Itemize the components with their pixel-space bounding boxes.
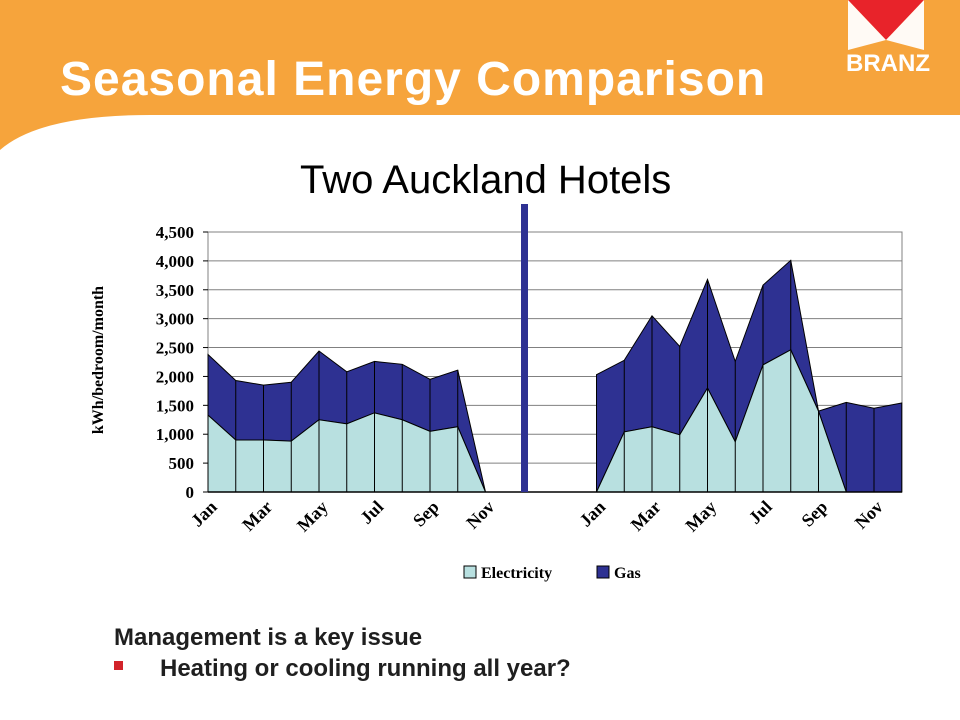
y-tick-label: 500: [169, 454, 195, 473]
y-tick-label: 0: [186, 483, 195, 502]
branz-logo-mark: [848, 0, 924, 50]
legend-label-electricity: Electricity: [481, 565, 552, 582]
branz-logo-text: BRANZ: [846, 50, 930, 77]
x-tick-label: Sep: [409, 497, 443, 531]
x-tick-label: Sep: [797, 497, 831, 531]
notes-heading: Management is a key issue: [114, 624, 423, 651]
y-tick-label: 1,000: [156, 425, 194, 444]
x-tick-label: Mar: [238, 497, 276, 535]
hotel-divider: [521, 204, 528, 492]
x-tick-label: Mar: [627, 497, 665, 535]
y-tick-label: 3,500: [156, 281, 194, 300]
x-tick-label: Nov: [851, 497, 887, 533]
y-tick-label: 1,500: [156, 396, 194, 415]
x-tick-label: May: [293, 497, 332, 536]
y-tick-label: 4,000: [156, 252, 194, 271]
x-tick-label: May: [681, 497, 720, 536]
chart-subtitle: Two Auckland Hotels: [300, 158, 672, 202]
y-tick-label: 3,000: [156, 310, 194, 329]
y-axis-label: kWh/bedroom/month: [90, 286, 107, 434]
y-tick-label: 2,000: [156, 367, 194, 386]
banner-shape: [0, 0, 960, 150]
bullet-marker: [114, 661, 123, 670]
notes-bullet-text: Heating or cooling running all year?: [160, 655, 571, 682]
y-tick-label: 2,500: [156, 339, 194, 358]
slide-title: Seasonal Energy Comparison: [60, 53, 767, 106]
x-tick-label: Nov: [462, 497, 498, 533]
title-banner: [0, 0, 960, 150]
y-tick-label: 4,500: [156, 223, 194, 242]
legend-label-gas: Gas: [614, 565, 641, 582]
x-tick-label: Jan: [575, 497, 609, 531]
legend-swatch-gas: [596, 565, 610, 579]
x-tick-label: Jul: [356, 497, 387, 528]
legend-swatch-electricity: [463, 565, 477, 579]
x-tick-label: Jul: [745, 497, 776, 528]
